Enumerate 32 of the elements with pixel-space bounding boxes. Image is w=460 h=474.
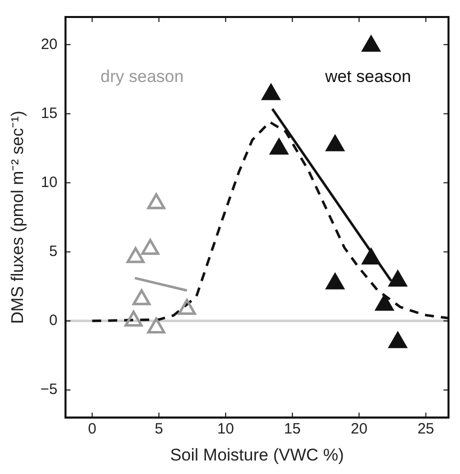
point xyxy=(178,298,196,315)
point xyxy=(141,238,160,255)
y-tick-label: −5 xyxy=(40,381,58,398)
x-tick-label: 25 xyxy=(417,420,434,438)
point xyxy=(326,273,344,290)
y-tick-label: 0 xyxy=(49,312,58,330)
point xyxy=(126,247,145,264)
series-label: wet season xyxy=(324,66,412,86)
point xyxy=(262,84,280,100)
point xyxy=(388,332,407,348)
x-tick-label: 5 xyxy=(154,420,164,438)
point xyxy=(362,248,380,264)
point xyxy=(388,270,407,287)
point xyxy=(147,193,166,210)
point xyxy=(132,289,151,306)
point xyxy=(362,36,380,52)
point xyxy=(124,310,143,327)
x-axis-title: Soil Moisture (VWC %) xyxy=(170,445,344,464)
point xyxy=(326,135,344,152)
point xyxy=(147,318,166,334)
y-tick-label: 5 xyxy=(49,242,58,260)
y-tick-label: 15 xyxy=(40,104,58,122)
y-axis-title: DMS fluxes (pmol m⁻² sec⁻¹) xyxy=(8,110,27,324)
x-tick-label: 15 xyxy=(284,420,301,438)
point xyxy=(270,138,288,155)
x-tick-label: 20 xyxy=(350,420,368,438)
y-tick-label: 10 xyxy=(40,174,58,191)
x-tick-label: 0 xyxy=(88,420,96,438)
y-tick-label: 20 xyxy=(40,36,58,53)
x-tick-label: 10 xyxy=(217,420,234,438)
point xyxy=(375,294,394,311)
text: dry season xyxy=(100,66,184,86)
